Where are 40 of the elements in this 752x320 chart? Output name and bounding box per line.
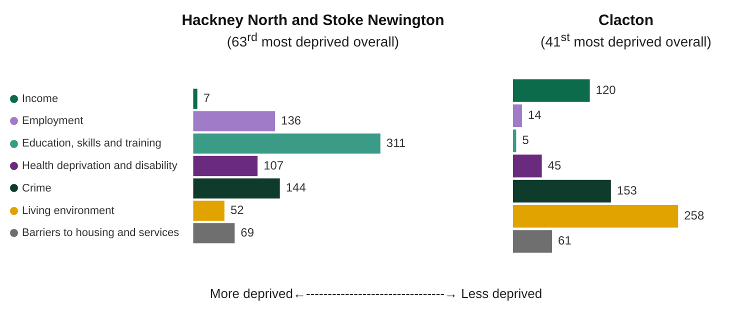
y-tick-label: Living environment xyxy=(22,204,114,217)
bar xyxy=(193,223,235,244)
data-label: 5 xyxy=(522,133,530,148)
bar xyxy=(193,200,224,221)
bar xyxy=(513,130,516,152)
y-tick-label: Employment xyxy=(22,115,84,128)
bar xyxy=(193,88,198,109)
bar xyxy=(513,204,678,228)
y-tick-label: Income xyxy=(22,92,58,105)
text: More deprived←--------------------------------→ Less deprived xyxy=(208,286,544,301)
bar xyxy=(513,79,590,102)
data-label: 52 xyxy=(230,203,244,218)
data-label: 144 xyxy=(286,180,306,195)
data-label: 258 xyxy=(684,208,704,223)
data-label: 153 xyxy=(616,183,638,198)
bar xyxy=(193,134,380,154)
data-label: 14 xyxy=(528,108,542,122)
bar xyxy=(193,156,258,176)
chart-subtitle: (41$^{st}$ most deprived overall) xyxy=(540,31,712,50)
y-tick-label: Crime xyxy=(22,182,52,194)
data-label: 45 xyxy=(548,158,562,172)
chart-subtitle: (63$^{rd}$ most deprived overall) xyxy=(226,31,400,50)
data-label: 311 xyxy=(386,136,406,150)
bar xyxy=(193,111,276,132)
data-label: 120 xyxy=(596,82,616,97)
data-label: 136 xyxy=(281,114,302,128)
data-label: 7 xyxy=(203,91,210,106)
bar xyxy=(513,154,542,178)
bar xyxy=(513,180,611,202)
bar xyxy=(193,178,280,198)
chart-title: Clacton xyxy=(597,12,654,29)
y-tick-label: Health deprivation and disability xyxy=(22,160,178,172)
chart-title: Hackney North and Stoke Newington xyxy=(180,12,446,29)
bar xyxy=(513,230,552,253)
bar xyxy=(513,104,522,128)
y-tick-label: Education, skills and training xyxy=(22,138,162,150)
data-label: 69 xyxy=(240,226,254,240)
data-label: 61 xyxy=(558,234,572,248)
y-tick-label: Barriers to housing and services xyxy=(22,227,180,240)
data-label: 107 xyxy=(264,158,284,172)
